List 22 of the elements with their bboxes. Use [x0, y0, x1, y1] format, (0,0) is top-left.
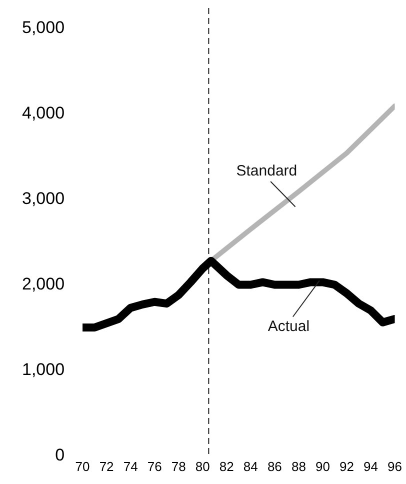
y-tick-label: 5,000: [22, 18, 65, 37]
x-tick-label: 78: [171, 459, 186, 474]
annotation: Actual: [268, 318, 310, 335]
x-tick-label: 88: [291, 459, 306, 474]
y-tick-label: 4,000: [22, 103, 65, 122]
x-tick-label: 74: [123, 459, 138, 474]
x-tick-label: 84: [243, 459, 258, 474]
x-tick-label: 86: [267, 459, 282, 474]
x-tick-label: 80: [195, 459, 210, 474]
x-tick-label: 90: [315, 459, 330, 474]
x-tick-label: 72: [99, 459, 114, 474]
x-tick-label: 96: [388, 459, 402, 474]
x-tick-label: 70: [75, 459, 90, 474]
x-tick-label: 92: [340, 459, 354, 474]
y-tick-label: 3,000: [22, 188, 65, 208]
annotation: Standard: [236, 162, 298, 180]
x-tick-label: 76: [147, 459, 162, 474]
x-tick-label: 94: [364, 459, 378, 474]
y-tick-label: 1,000: [22, 360, 65, 379]
y-tick-label: 2,000: [22, 274, 65, 294]
y-tick-label: 0: [55, 445, 65, 464]
x-tick-label: 82: [219, 459, 234, 474]
